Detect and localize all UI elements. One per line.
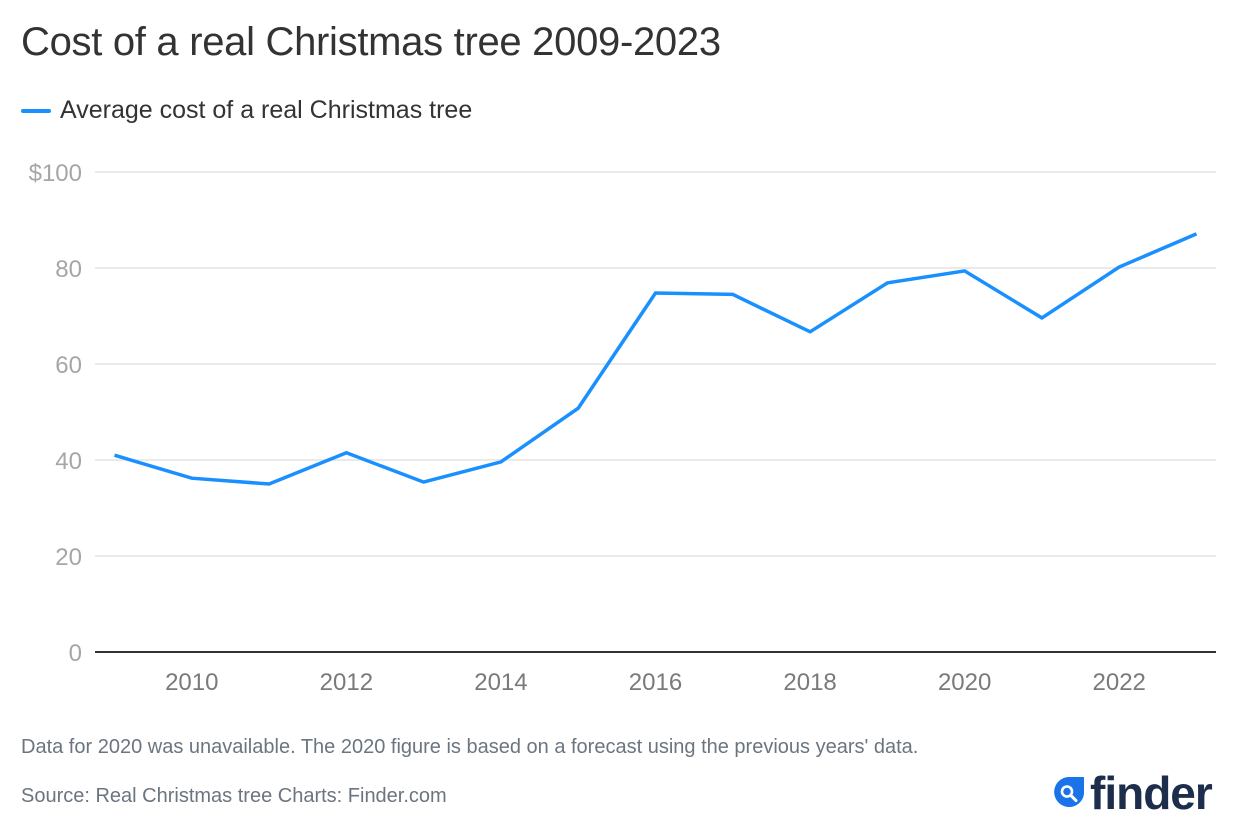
y-tick-label: 20: [55, 544, 82, 571]
data-point[interactable]: [109, 449, 121, 461]
chart-title: Cost of a real Christmas tree 2009-2023: [21, 20, 721, 64]
x-tick-label: 2018: [783, 669, 836, 696]
y-tick-label: $100: [29, 160, 82, 187]
x-tick-label: 2016: [629, 669, 682, 696]
data-point[interactable]: [1191, 228, 1203, 240]
data-point[interactable]: [727, 288, 739, 300]
x-tick-label: 2022: [1093, 669, 1146, 696]
x-tick-label: 2012: [320, 669, 373, 696]
data-point[interactable]: [186, 472, 198, 484]
gridlines: [95, 171, 1216, 557]
y-axis-ticks: 0 20 40 60 80 $100: [29, 160, 82, 667]
data-point[interactable]: [1036, 312, 1048, 324]
data-point[interactable]: [418, 476, 430, 488]
source-link[interactable]: Source: Real Christmas tree Charts: Find…: [21, 785, 447, 807]
data-point[interactable]: [804, 326, 816, 338]
data-point[interactable]: [650, 287, 662, 299]
x-tick-label: 2014: [474, 669, 527, 696]
data-point[interactable]: [1113, 261, 1125, 273]
y-tick-label: 40: [55, 448, 82, 475]
y-tick-label: 60: [55, 352, 82, 379]
x-axis-ticks: 2010 2012 2014 2016 2018 2020 2022: [165, 669, 1146, 696]
legend-swatch: [21, 108, 51, 113]
y-tick-label: 80: [55, 256, 82, 283]
data-point[interactable]: [572, 402, 584, 414]
series-group: [109, 228, 1203, 490]
data-point[interactable]: [263, 478, 275, 490]
legend-label: Average cost of a real Christmas tree: [60, 96, 473, 124]
data-point[interactable]: [881, 277, 893, 289]
data-point[interactable]: [495, 456, 507, 468]
magnifier-drop-icon: [1054, 777, 1084, 807]
logo-wordmark: finder: [1090, 767, 1213, 819]
legend: Average cost of a real Christmas tree: [21, 96, 472, 125]
x-tick-label: 2020: [938, 669, 991, 696]
finder-logo[interactable]: finder: [1052, 767, 1213, 819]
series-line: [114, 232, 1198, 486]
data-point[interactable]: [959, 265, 971, 277]
data-point[interactable]: [340, 447, 352, 459]
footnote: Data for 2020 was unavailable. The 2020 …: [21, 736, 919, 758]
y-tick-label: 0: [69, 640, 82, 667]
x-tick-label: 2010: [165, 669, 218, 696]
